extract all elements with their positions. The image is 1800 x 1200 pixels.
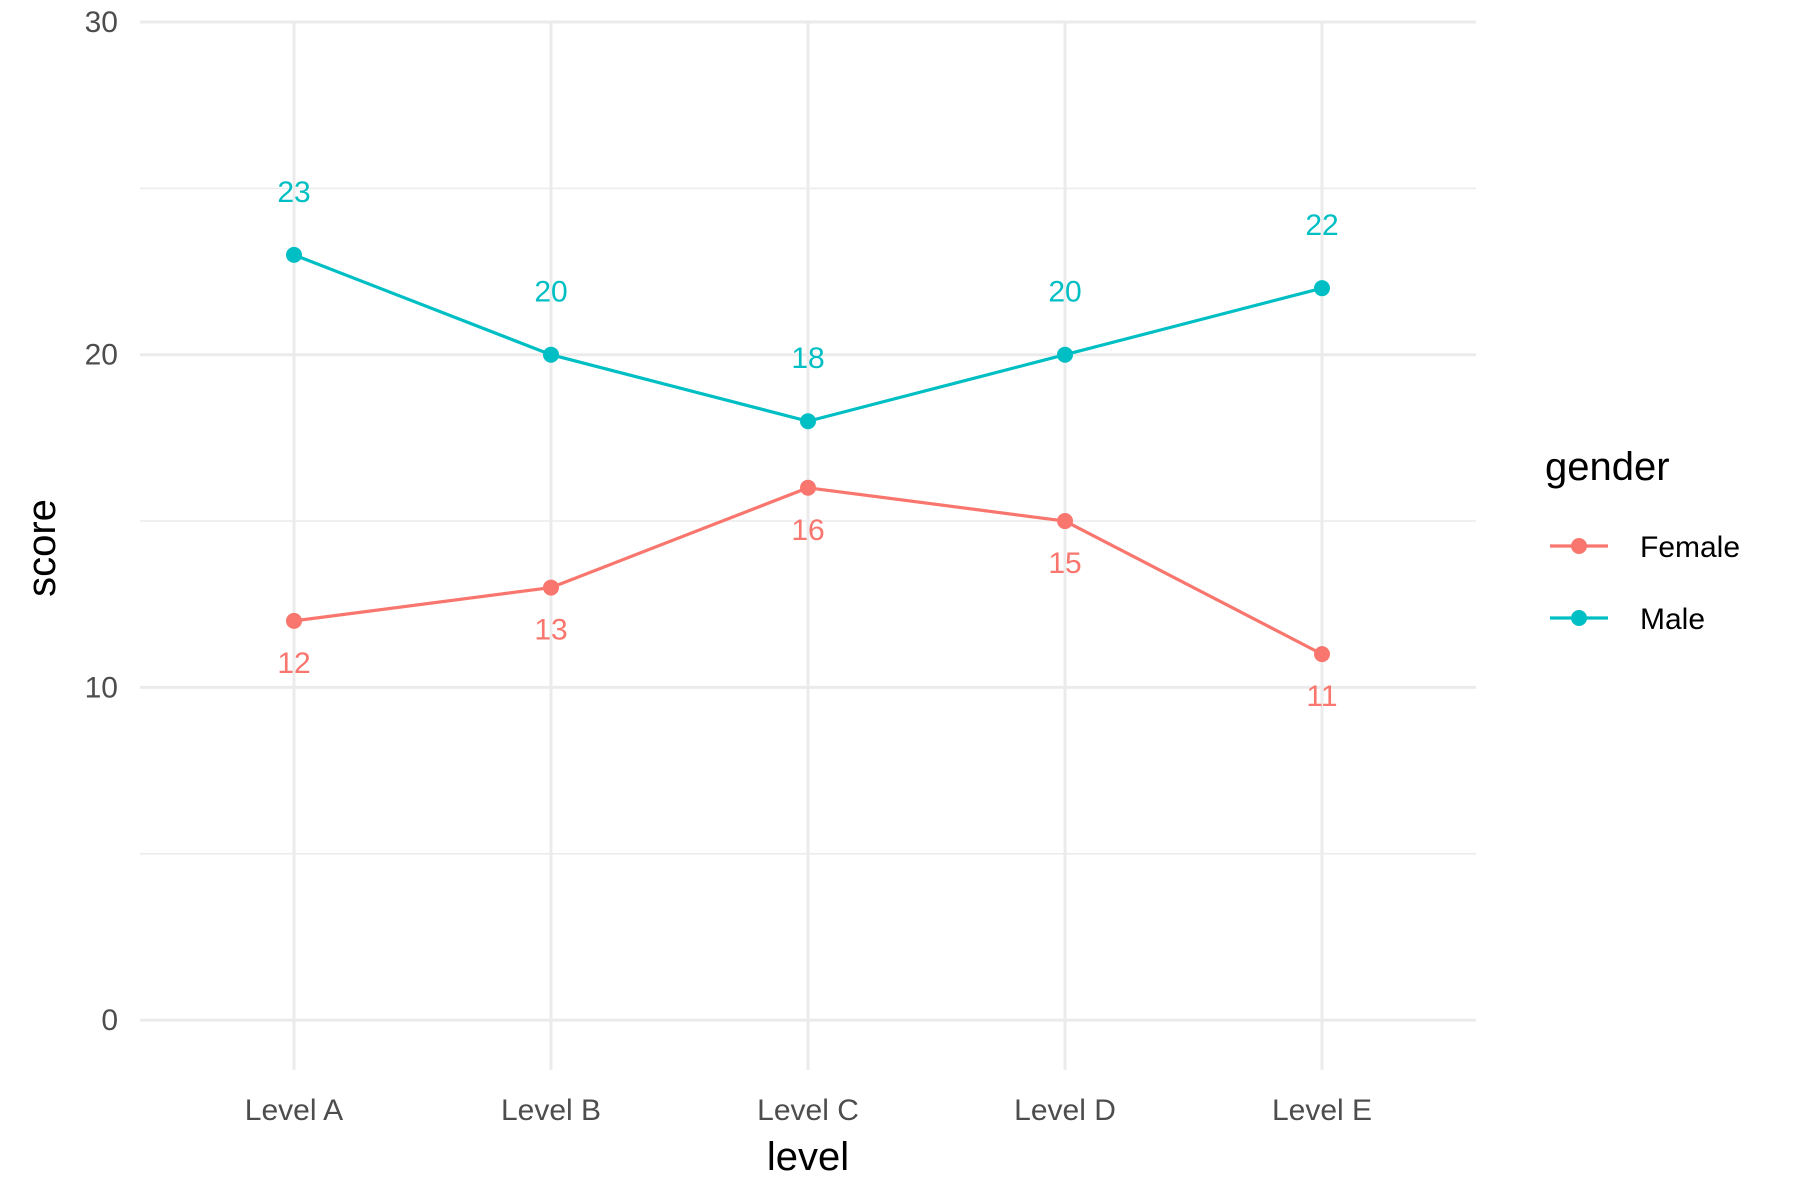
data-point-male	[1057, 346, 1073, 363]
y-tick-labels: 0 10 20 30	[85, 6, 118, 1037]
y-tick-label: 30	[85, 6, 118, 39]
data-point-male	[1314, 280, 1330, 297]
x-axis-title: level	[767, 1135, 849, 1179]
data-point-female	[286, 612, 302, 629]
x-tick-label: Level C	[757, 1094, 859, 1127]
x-tick-label: Level E	[1272, 1094, 1372, 1127]
y-tick-label: 0	[101, 1004, 118, 1037]
legend: gender Female Male	[1545, 445, 1740, 636]
data-point-male	[543, 346, 559, 363]
data-label-male: 22	[1305, 209, 1338, 242]
x-tick-label: Level D	[1014, 1094, 1116, 1127]
data-point-female	[800, 479, 816, 496]
series-points	[286, 246, 1330, 663]
legend-items: Female Male	[1550, 531, 1740, 636]
x-tick-label: Level B	[501, 1094, 601, 1127]
major-gridlines	[140, 20, 1476, 1070]
data-point-female	[1314, 646, 1330, 663]
y-axis-title: score	[20, 499, 64, 597]
legend-key-point	[1571, 538, 1587, 554]
legend-key-point	[1571, 610, 1587, 626]
data-point-male	[286, 246, 302, 263]
data-label-male: 20	[1048, 276, 1081, 309]
data-label-male: 20	[534, 276, 567, 309]
legend-label-male: Male	[1640, 603, 1705, 636]
x-tick-labels: Level A Level B Level C Level D Level E	[245, 1094, 1372, 1127]
data-point-female	[1057, 513, 1073, 530]
data-label-female: 11	[1306, 680, 1337, 713]
data-label-female: 16	[791, 514, 824, 547]
data-point-female	[543, 579, 559, 596]
data-label-female: 12	[277, 647, 310, 680]
data-point-male	[800, 413, 816, 430]
y-tick-label: 20	[85, 339, 118, 372]
data-label-male: 18	[791, 342, 824, 375]
data-labels: 12 13 16 15 11 23 20 18 20 22	[277, 176, 1338, 713]
y-tick-label: 10	[85, 671, 118, 704]
data-label-female: 13	[534, 614, 567, 647]
legend-label-female: Female	[1640, 531, 1740, 564]
data-label-male: 23	[277, 176, 310, 209]
legend-title: gender	[1545, 445, 1670, 489]
x-tick-label: Level A	[245, 1094, 343, 1127]
data-label-female: 15	[1048, 547, 1081, 580]
